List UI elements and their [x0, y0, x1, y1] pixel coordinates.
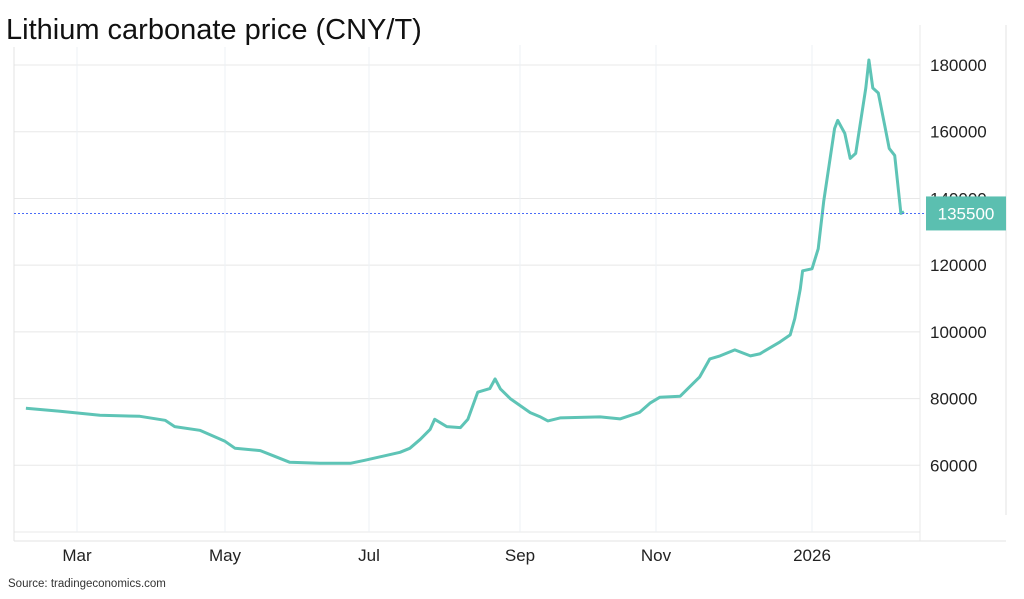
y-tick-label: 100000 — [930, 323, 987, 342]
chart-frame — [13, 25, 1007, 542]
last-value-label: 135500 — [938, 204, 995, 223]
y-tick-label: 120000 — [930, 256, 987, 275]
y-tick-label: 160000 — [930, 123, 987, 142]
grid — [14, 45, 920, 533]
series-line-lithium-carbonate — [25, 58, 905, 465]
x-tick-label: 2026 — [793, 546, 831, 565]
y-tick-label: 180000 — [930, 56, 987, 75]
last-value-badge-bg — [926, 196, 1006, 231]
x-tick-label: Jul — [358, 546, 380, 565]
x-axis: Mar May Jul Sep Nov 2026 — [62, 546, 831, 565]
x-tick-label: Sep — [505, 546, 535, 565]
y-tick-label: 80000 — [930, 390, 977, 409]
x-tick-label: May — [209, 546, 242, 565]
source-note: Source: tradingeconomics.com — [8, 578, 166, 590]
chart-title: Lithium carbonate price (CNY/T) — [6, 14, 428, 47]
y-tick-label: 60000 — [930, 456, 977, 475]
x-tick-label: Mar — [62, 546, 92, 565]
y-axis: 6000080000100000120000140000160000180000 — [930, 56, 987, 475]
x-tick-label: Nov — [641, 546, 672, 565]
last-value-badge: 135500 — [926, 196, 1006, 231]
